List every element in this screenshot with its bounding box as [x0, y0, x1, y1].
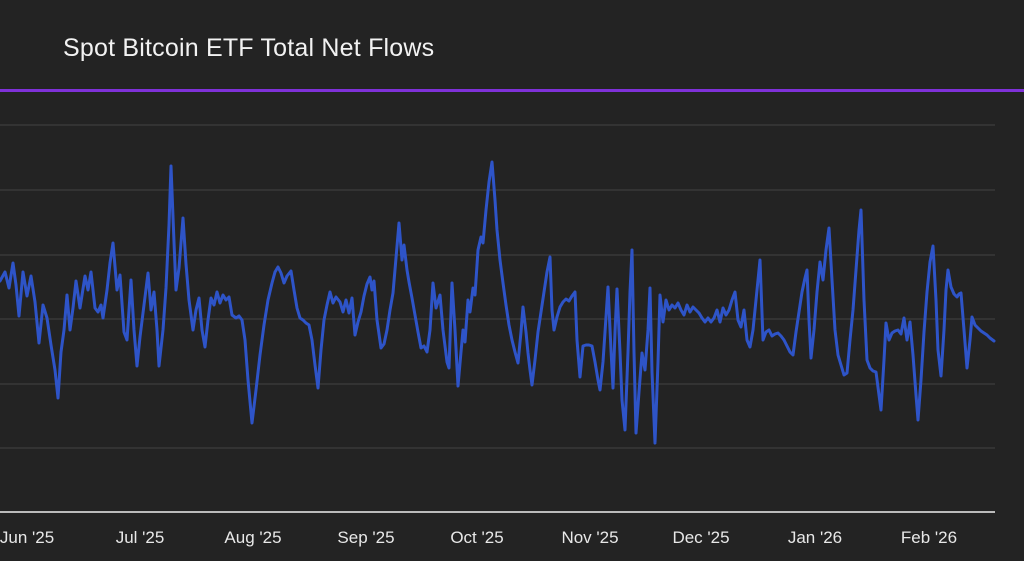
x-tick-label: Feb '26 [901, 528, 957, 547]
x-tick-label: Sep '25 [337, 528, 394, 547]
x-axis-labels: Jun '25 Jul '25 Aug '25 Sep '25 Oct '25 Nov '… [0, 528, 957, 547]
x-tick-label: Dec '25 [672, 528, 729, 547]
gridlines [0, 124, 995, 449]
x-tick-label: Aug '25 [224, 528, 281, 547]
flows-line[interactable] [0, 160, 996, 445]
x-tick-label: Oct '25 [450, 528, 503, 547]
page-title: Spot Bitcoin ETF Total Net Flows [63, 34, 435, 62]
x-tick-label: Jun '25 [0, 528, 54, 547]
x-tick-label: Jan '26 [788, 528, 842, 547]
x-tick-label: Jul '25 [116, 528, 165, 547]
accent-divider [0, 89, 1024, 92]
x-tick-label: Nov '25 [561, 528, 618, 547]
